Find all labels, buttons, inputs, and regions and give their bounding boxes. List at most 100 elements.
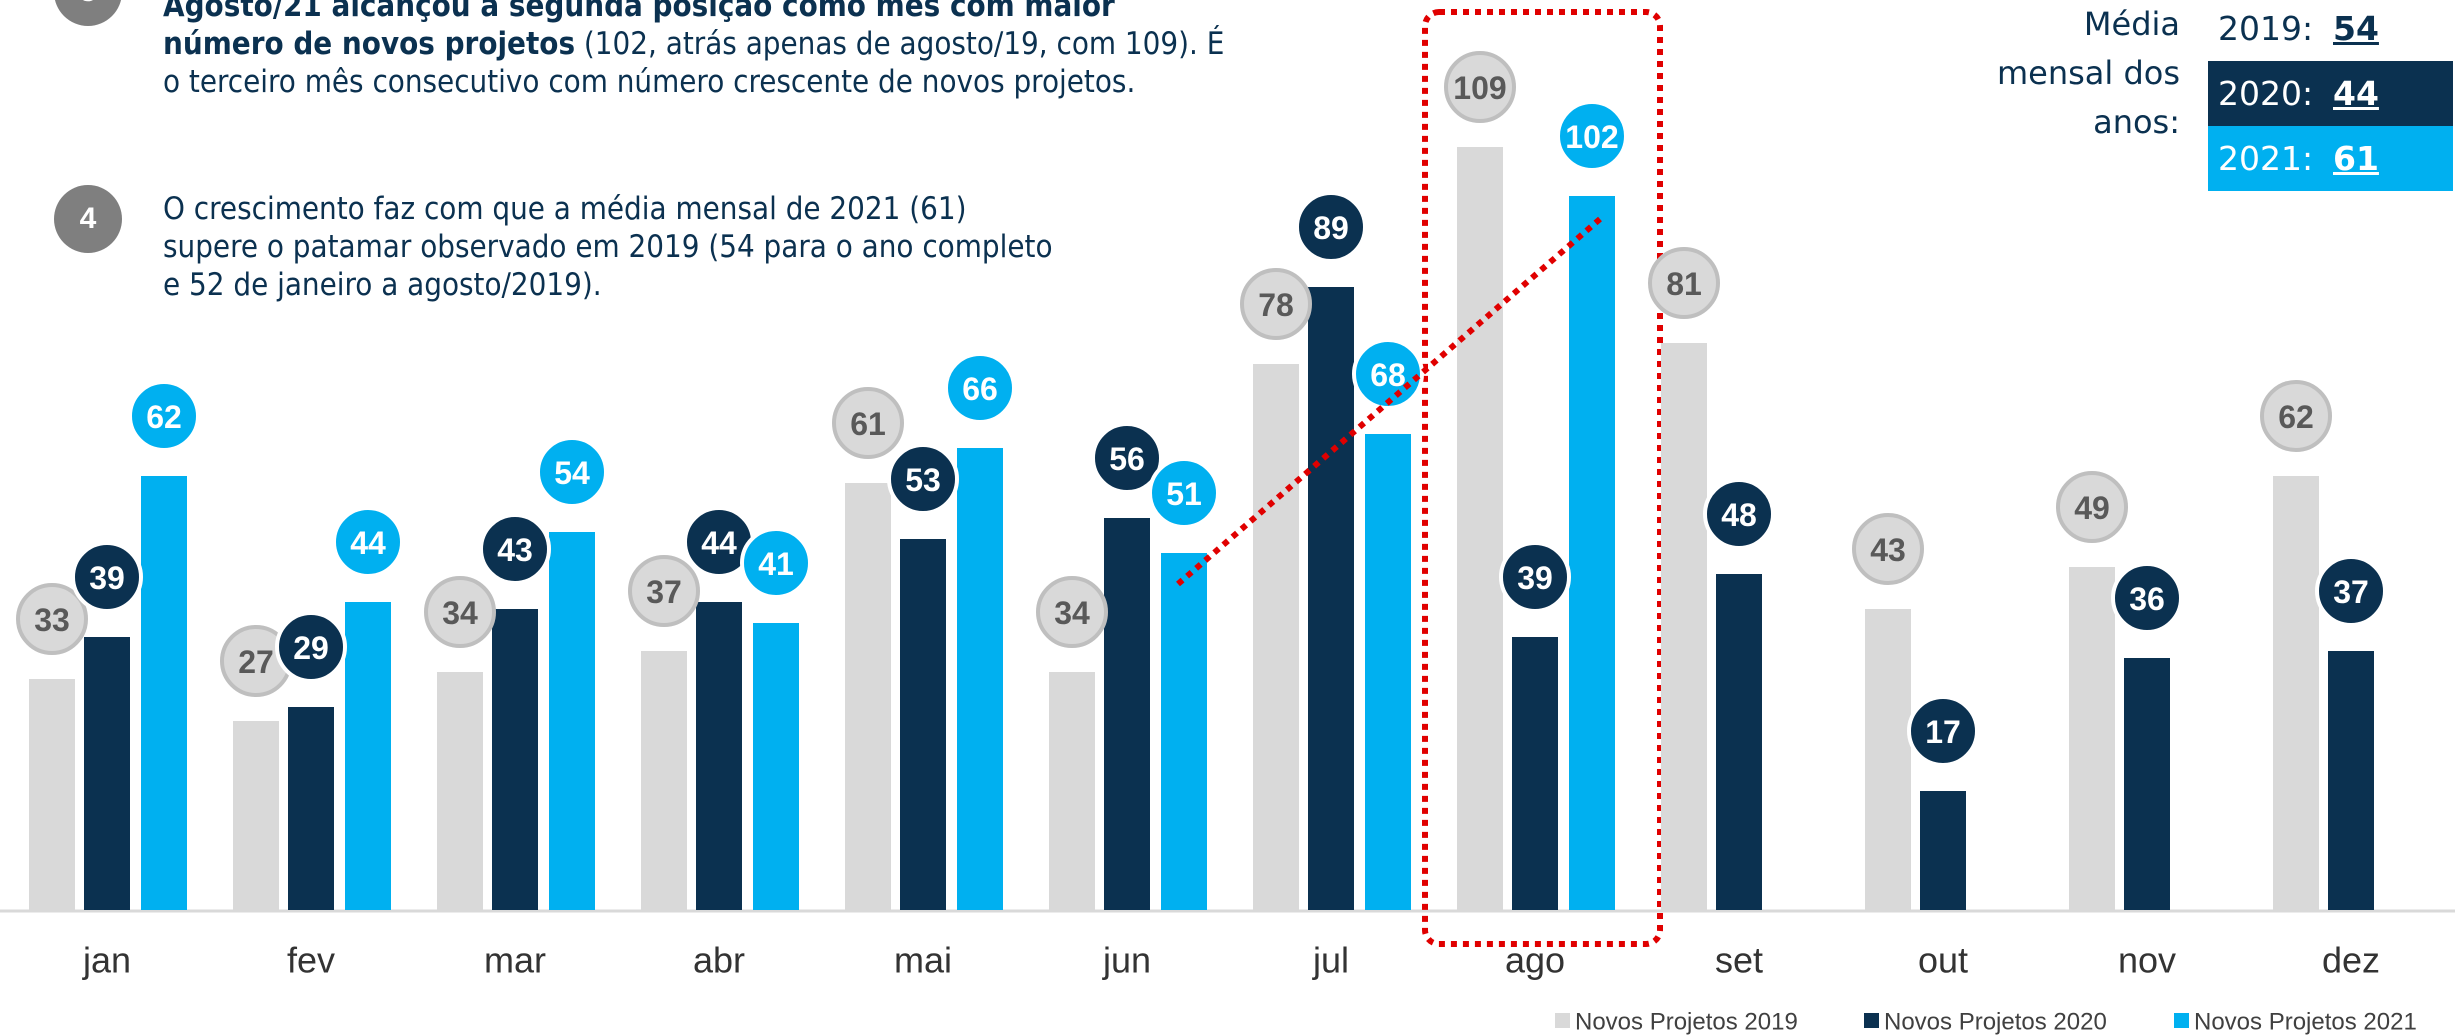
data-label: 39 — [89, 560, 125, 596]
label-bg — [16, 583, 88, 655]
label-bg — [1148, 457, 1220, 529]
label-bg — [1703, 478, 1775, 550]
data-label: 33 — [34, 602, 70, 638]
data-label: 56 — [1109, 441, 1145, 477]
bar — [1161, 553, 1207, 910]
data-label: 49 — [2074, 490, 2110, 526]
label-bg — [275, 611, 347, 683]
legend-swatch — [1864, 1013, 1879, 1028]
data-label: 17 — [1925, 714, 1961, 750]
bar — [1512, 637, 1558, 910]
legend-label: Novos Projetos 2019 — [1575, 1009, 1798, 1036]
data-label: 48 — [1721, 497, 1757, 533]
data-label: 61 — [850, 406, 886, 442]
data-label: 37 — [2333, 574, 2369, 610]
x-tick-label: jun — [1102, 940, 1151, 981]
bar — [1104, 518, 1150, 910]
x-tick-label: jan — [82, 940, 131, 981]
legend-swatch — [2174, 1013, 2189, 1028]
bar — [900, 539, 946, 910]
x-tick-label: set — [1715, 940, 1763, 981]
x-tick-label: mai — [894, 940, 952, 981]
bar — [345, 602, 391, 910]
bar — [1308, 287, 1354, 910]
bar — [753, 623, 799, 910]
label-bg — [128, 380, 200, 452]
bar — [1365, 434, 1411, 910]
x-tick-label: fev — [287, 940, 335, 981]
data-label: 43 — [497, 532, 533, 568]
label-bg — [628, 555, 700, 627]
bar — [492, 609, 538, 910]
data-label: 62 — [146, 399, 182, 435]
x-tick-label: nov — [2118, 940, 2176, 981]
data-label: 53 — [905, 462, 941, 498]
data-label: 37 — [646, 574, 682, 610]
label-bg — [1556, 100, 1628, 172]
label-bg — [1240, 268, 1312, 340]
label-bg — [1036, 576, 1108, 648]
data-label: 102 — [1565, 119, 1618, 155]
bar — [233, 721, 279, 910]
bar — [84, 637, 130, 910]
data-label: 54 — [554, 455, 590, 491]
bar — [1457, 147, 1503, 910]
label-bg — [1444, 51, 1516, 123]
bar — [1716, 574, 1762, 910]
label-bg — [1352, 338, 1424, 410]
legend-label: Novos Projetos 2020 — [1884, 1009, 2107, 1036]
bar — [2124, 658, 2170, 910]
trend-line — [1176, 216, 1602, 587]
label-bg — [71, 541, 143, 613]
data-label: 62 — [2278, 399, 2314, 435]
label-bg — [2315, 555, 2387, 627]
bar — [641, 651, 687, 910]
data-label: 51 — [1166, 476, 1202, 512]
data-label: 34 — [1054, 595, 1090, 631]
bar — [288, 707, 334, 910]
average-year: 2020: — [2218, 74, 2314, 113]
data-label: 66 — [962, 371, 998, 407]
label-bg — [944, 352, 1016, 424]
bar — [1569, 196, 1615, 910]
label-bg — [1295, 191, 1367, 263]
note-bold: Agosto/21 alcançou a segunda posição com… — [163, 0, 1115, 62]
bar — [437, 672, 483, 910]
data-label: 81 — [1666, 266, 1702, 302]
average-value: 61 — [2333, 139, 2379, 178]
note-text: (102, atrás apenas de agosto/19, com 109… — [163, 26, 1225, 100]
bar — [2328, 651, 2374, 910]
bar — [696, 602, 742, 910]
data-label: 34 — [442, 595, 478, 631]
average-label: Média mensal dos anos: — [1996, 5, 2180, 141]
x-tick-label: mar — [484, 940, 546, 981]
label-bg — [1852, 513, 1924, 585]
label-bg — [887, 443, 959, 515]
data-label: 109 — [1453, 70, 1506, 106]
bar — [1661, 343, 1707, 910]
data-label: 39 — [1517, 560, 1553, 596]
label-bg — [2260, 380, 2332, 452]
data-label: 89 — [1313, 210, 1349, 246]
label-bg — [536, 436, 608, 508]
label-bg — [2056, 471, 2128, 543]
label-bg — [332, 506, 404, 578]
bar — [141, 476, 187, 910]
note-number: 4 — [54, 185, 122, 253]
x-tick-label: abr — [693, 940, 745, 981]
data-label: 78 — [1258, 287, 1294, 323]
bar — [29, 679, 75, 910]
legend-swatch — [1555, 1013, 1570, 1028]
data-label: 41 — [758, 546, 794, 582]
label-bg — [1648, 247, 1720, 319]
data-label: 29 — [293, 630, 329, 666]
average-row: 2020: 44 — [2208, 61, 2453, 126]
average-row: 2019: 54 — [2208, 0, 2453, 61]
label-bg — [832, 387, 904, 459]
bar — [1253, 364, 1299, 910]
bar — [2069, 567, 2115, 910]
average-table: 2019: 54 2020: 44 2021: 61 — [2208, 0, 2453, 191]
label-bg — [1091, 422, 1163, 494]
